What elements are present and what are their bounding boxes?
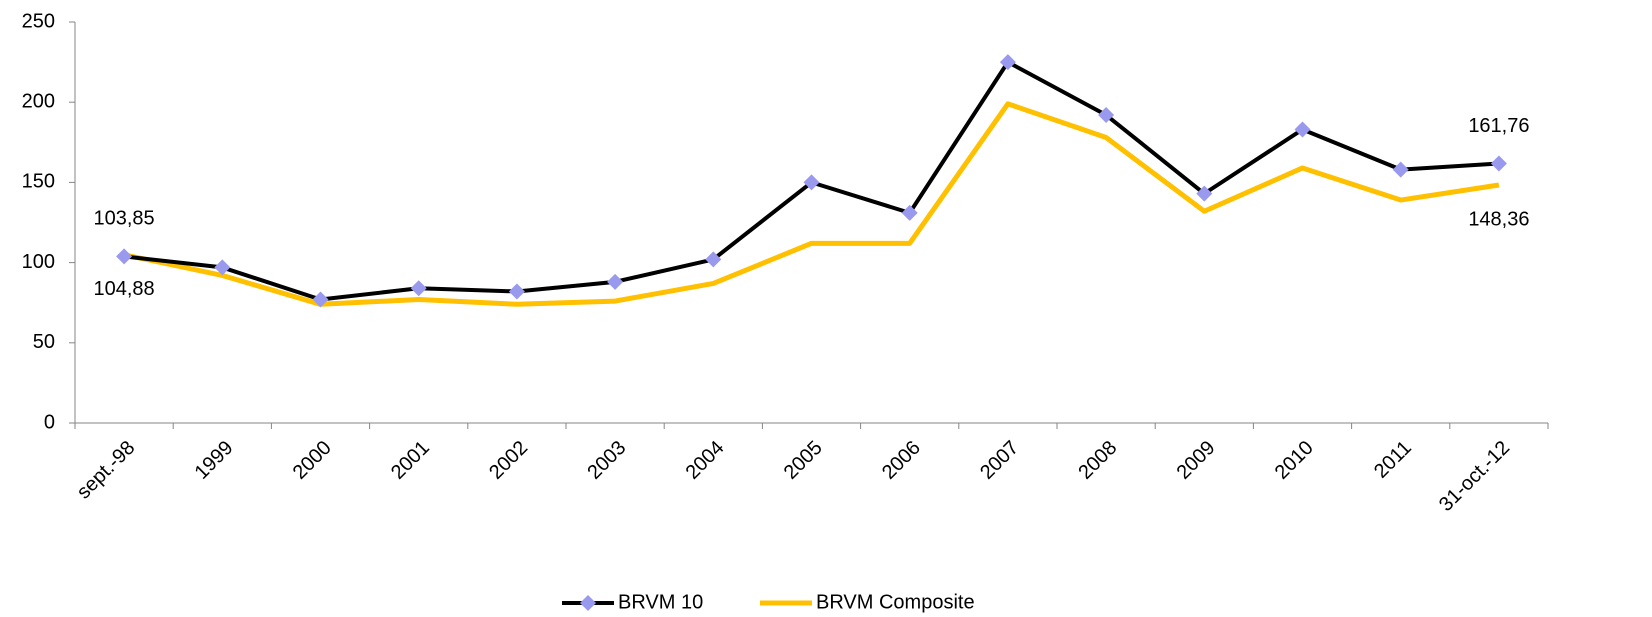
y-tick-label: 50 [33, 331, 55, 353]
series-line [123, 101, 1500, 307]
x-tick-label: 2005 [780, 437, 827, 484]
x-tick-label: 2001 [387, 437, 434, 484]
y-tick-label: 0 [44, 411, 55, 433]
marker [607, 273, 624, 290]
data-label: 161,76 [1468, 115, 1529, 137]
y-tick-label: 100 [22, 251, 55, 273]
marker [803, 174, 820, 191]
marker [1490, 155, 1507, 172]
data-label: 148,36 [1468, 208, 1529, 230]
marker [1196, 185, 1213, 202]
marker [116, 248, 133, 265]
x-tick-label: 1999 [191, 437, 238, 484]
marker [1392, 161, 1409, 178]
x-tick-label: 2004 [682, 437, 729, 484]
legend-label: BRVM Composite [816, 591, 975, 613]
x-tick-label: 2006 [878, 437, 925, 484]
x-tick-label: sept.-98 [73, 437, 140, 504]
marker [705, 251, 722, 268]
legend-marker [580, 595, 596, 611]
x-tick-label: 2008 [1074, 437, 1121, 484]
x-tick-label: 2003 [583, 437, 630, 484]
data-label: 103,85 [94, 208, 155, 230]
y-tick-label: 250 [22, 10, 55, 32]
legend-item: BRVM Composite [760, 591, 975, 613]
x-tick-label: 31-oct.-12 [1435, 437, 1514, 516]
legend-item: BRVM 10 [562, 591, 703, 613]
x-tick-label: 2009 [1173, 437, 1220, 484]
x-tick-label: 2007 [976, 437, 1023, 484]
marker [1294, 121, 1311, 138]
marker [508, 283, 525, 300]
marker [312, 291, 329, 308]
y-tick-label: 200 [22, 90, 55, 112]
marker [1098, 107, 1115, 124]
y-tick-label: 150 [22, 171, 55, 193]
marker [410, 280, 427, 297]
marker [999, 54, 1016, 71]
data-label: 104,88 [94, 278, 155, 300]
marker [214, 259, 231, 276]
x-tick-label: 2011 [1370, 437, 1416, 483]
x-tick-label: 2000 [289, 437, 336, 484]
marker [901, 204, 918, 221]
x-tick-label: 2010 [1271, 437, 1318, 484]
legend-label: BRVM 10 [618, 591, 703, 613]
x-tick-label: 2002 [485, 437, 532, 484]
